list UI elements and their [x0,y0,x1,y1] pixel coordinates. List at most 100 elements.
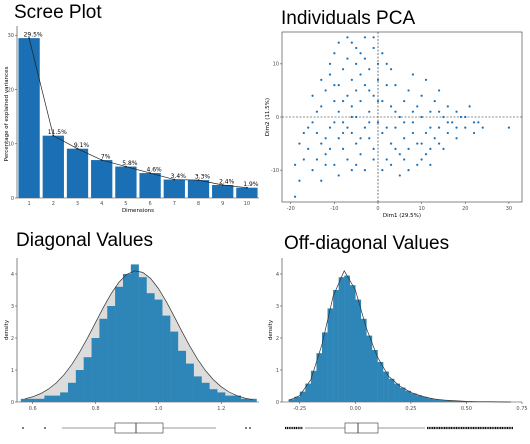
pca-point [464,126,467,129]
offdiag-hist-bar [427,398,434,402]
diagonal-plot-title: Diagonal Values [16,230,153,251]
pca-point [307,147,310,150]
offdiag-x-tick-label: 0.00 [350,406,361,412]
scree-bar [187,180,210,198]
pca-point [311,94,314,97]
pca-point [481,126,484,129]
scree-x-tick-label: 8 [197,201,200,207]
diag-box [114,422,164,434]
pca-point [411,121,415,124]
scree-line-point [76,147,79,150]
pca-point [424,131,428,135]
scree-x-tick-label: 10 [244,201,250,207]
offdiag-hist-bar [438,399,445,402]
pca-point [429,126,432,129]
pca-point [368,137,371,140]
scree-data-label: 2.4% [219,178,235,185]
pca-point [376,99,380,103]
diag-x-tick-label: 1.2 [217,406,225,412]
offdiag-box [344,422,379,434]
pca-point [433,137,436,140]
pca-point [324,89,327,92]
diag-hist-bar [232,395,242,402]
diag-hist-bar [107,306,116,402]
pca-point [320,78,323,81]
pca-point [324,137,327,140]
diag-hist-bar [28,398,37,402]
pca-point [341,68,345,71]
pca-point [398,115,401,119]
diag-hist-bar [170,331,179,402]
pca-point [293,163,297,166]
diag-hist-bar [60,392,69,402]
pca-point [381,99,384,103]
pca-point [368,68,371,71]
diag-x-tick-label: 0.8 [92,406,100,412]
offdiag-density-line [288,270,511,403]
pca-point [437,110,441,113]
pca-point [372,158,375,161]
scree-x-tick-label: 5 [124,201,127,207]
pca-point [403,121,406,124]
pca-point [416,163,419,166]
pca-point [337,41,340,44]
pca-point [333,121,336,124]
pca-point [337,174,340,177]
pca-y-tick-label: -10 [271,168,279,174]
pca-point [355,62,358,65]
pca-point [298,142,301,145]
offdiag-hist-bar [366,335,373,402]
pca-point [389,163,393,166]
pca-point [394,110,397,113]
pca-y-tick-label: 10 [273,62,279,68]
scree-line-point [221,184,224,186]
offdiag-hist-bar [422,396,428,402]
scree-line-point [173,178,176,181]
diag-hist-bar [193,376,202,402]
pca-point [346,57,349,60]
scree-data-label: 1.9% [243,181,259,188]
scree-y-tick-label: 30 [8,33,14,39]
offdiag-hist-bar [344,275,350,402]
offdiag-hist-bar [288,399,295,402]
offdiag-hist-bar [410,393,417,402]
scree-bar [139,173,161,198]
pca-point [359,99,362,103]
pca-point [372,94,375,97]
scree-plot-title: Scree Plot [14,2,102,23]
diag-hist-bar [20,398,29,402]
scree-data-label: 7% [101,154,111,161]
pca-point [337,110,340,113]
pca-point [446,121,449,124]
pca-point [446,105,449,108]
offdiag-hist-bar [360,318,367,402]
pca-point [437,126,441,129]
scree-x-tick-label: 1 [28,201,31,207]
pca-point [420,142,423,145]
pca-point [346,158,349,161]
scree-data-label: 29.5% [24,32,43,39]
scree-data-label: 4.6% [146,167,162,174]
scree-line-point [100,159,103,161]
pca-point [381,52,384,55]
pca-point [385,84,388,87]
pca-point [355,163,358,166]
pca-point [298,179,301,182]
pca-point [420,94,423,97]
pca-point [328,147,332,150]
pca-point [451,121,454,124]
pca-point [372,36,375,39]
pca-point [389,68,393,71]
pca-point [507,126,511,129]
pca-point [368,121,371,124]
pca-point [407,169,410,172]
scree-x-tick-label: 9 [221,201,224,207]
pca-point [429,147,432,150]
pca-point [363,36,367,39]
scree-y-tick-label: 20 [8,87,14,93]
diag-x-tick-label: 0.6 [29,406,37,412]
pca-point [394,147,397,150]
pca-point [389,142,393,145]
pca-point [464,115,467,119]
